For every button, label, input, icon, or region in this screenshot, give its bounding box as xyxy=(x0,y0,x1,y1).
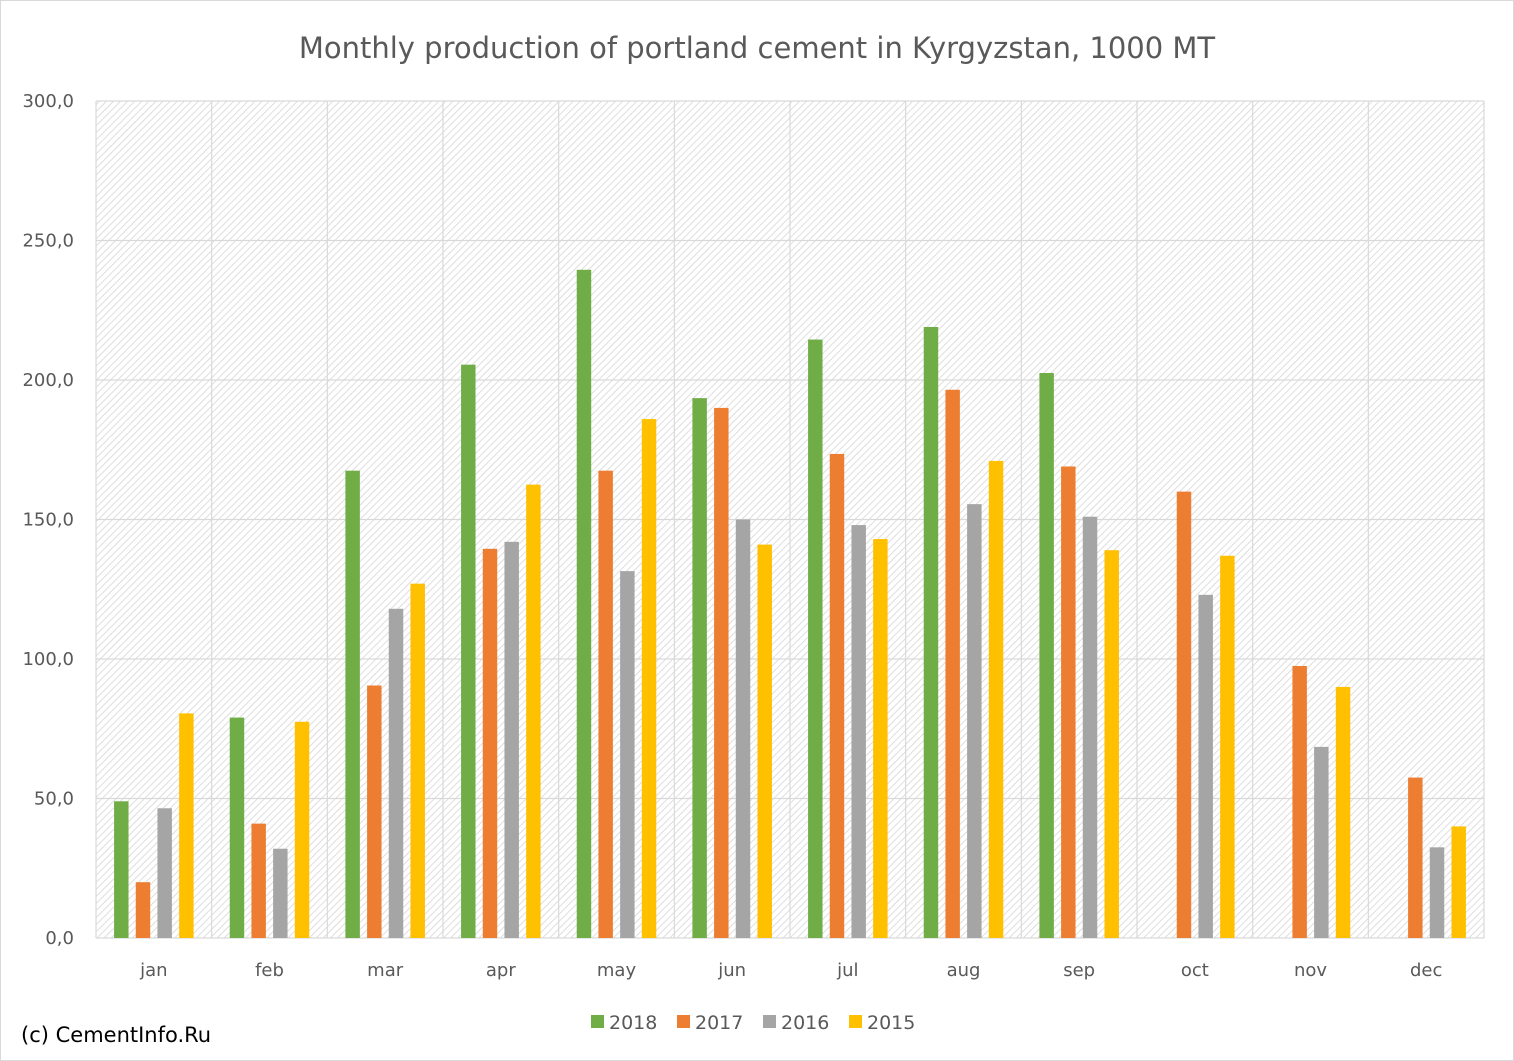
bar-2015-apr xyxy=(526,484,541,938)
bar-2016-sep xyxy=(1082,516,1098,938)
bar-2015-jul xyxy=(873,539,888,938)
bar-2017-jan xyxy=(135,882,151,938)
bar-2016-apr xyxy=(504,541,519,938)
legend-swatch xyxy=(763,1015,776,1028)
legend-label: 2015 xyxy=(867,1012,915,1034)
bar-2015-sep xyxy=(1104,550,1119,938)
legend-label: 2016 xyxy=(781,1012,829,1034)
bar-2015-jun xyxy=(757,544,772,938)
x-tick-label: mar xyxy=(367,960,404,981)
bar-2016-jan xyxy=(157,808,172,938)
bar-2017-nov xyxy=(1292,665,1307,938)
bar-2016-dec xyxy=(1429,847,1445,938)
bar-2017-feb xyxy=(251,823,266,938)
bar-2016-nov xyxy=(1314,746,1329,938)
x-tick-label: dec xyxy=(1410,960,1442,981)
bar-2018-sep xyxy=(1039,373,1054,938)
legend-label: 2017 xyxy=(695,1012,743,1034)
bar-2018-apr xyxy=(461,364,476,938)
x-axis: jan feb mar apr may jun jul aug sep oct nov dec xyxy=(139,960,1442,981)
bar-2015-mar xyxy=(410,583,425,938)
bar-2018-jul xyxy=(808,339,823,938)
bar-2016-feb xyxy=(273,848,288,938)
y-tick-label: 250,0 xyxy=(22,231,74,252)
y-tick-label: 300,0 xyxy=(22,91,74,112)
bar-2018-mar xyxy=(345,470,360,938)
bar-2018-aug xyxy=(923,326,939,938)
x-tick-label: oct xyxy=(1181,960,1209,981)
bar-2018-jan xyxy=(114,801,129,938)
legend-item-2018: 2018 xyxy=(591,1012,657,1034)
x-tick-label: sep xyxy=(1063,960,1095,981)
y-tick-label: 50,0 xyxy=(34,789,74,810)
x-tick-label: jan xyxy=(139,960,167,981)
legend: 2018 2017 2016 2015 xyxy=(591,1012,915,1034)
legend-label: 2018 xyxy=(609,1012,657,1034)
bar-2015-may xyxy=(641,419,657,938)
x-tick-label: nov xyxy=(1294,960,1327,981)
bar-2017-apr xyxy=(482,548,498,938)
bar-2015-aug xyxy=(988,460,1004,938)
bar-2017-oct xyxy=(1176,491,1192,938)
y-tick-label: 150,0 xyxy=(22,510,74,531)
y-tick-label: 200,0 xyxy=(22,370,74,391)
bar-2017-aug xyxy=(945,389,960,938)
bar-2018-may xyxy=(576,269,592,938)
bar-2016-aug xyxy=(967,504,982,938)
chart-title: Monthly production of portland cement in… xyxy=(299,31,1216,65)
legend-item-2017: 2017 xyxy=(677,1012,743,1034)
x-tick-label: jun xyxy=(717,960,746,981)
bar-2018-jun xyxy=(692,398,707,938)
legend-item-2015: 2015 xyxy=(849,1012,915,1034)
legend-swatch xyxy=(591,1015,604,1028)
bar-2017-may xyxy=(598,470,613,938)
gridlines xyxy=(95,100,1485,939)
bar-2015-feb xyxy=(294,721,310,938)
bar-2015-oct xyxy=(1220,555,1235,938)
bar-2017-jul xyxy=(829,453,845,938)
x-tick-label: may xyxy=(597,960,637,981)
x-tick-label: aug xyxy=(947,960,981,981)
x-tick-label: jul xyxy=(836,960,858,981)
legend-swatch xyxy=(849,1015,862,1028)
bar-2016-mar xyxy=(388,608,404,938)
bar-2016-jul xyxy=(851,525,866,938)
bar-2016-oct xyxy=(1198,594,1213,938)
bar-2016-jun xyxy=(735,519,751,938)
bar-2017-sep xyxy=(1061,466,1076,938)
credit-text: (c) CementInfo.Ru xyxy=(21,1023,212,1047)
bar-2015-dec xyxy=(1451,826,1466,938)
y-axis: 0,0 50,0 100,0 150,0 200,0 250,0 300,0 xyxy=(22,91,74,949)
bars xyxy=(114,269,1466,938)
x-tick-label: apr xyxy=(486,960,516,981)
legend-item-2016: 2016 xyxy=(763,1012,829,1034)
bar-2017-jun xyxy=(714,407,729,938)
bar-2018-feb xyxy=(229,717,245,938)
bar-2016-may xyxy=(620,571,635,938)
y-tick-label: 0,0 xyxy=(45,928,74,949)
bar-2015-jan xyxy=(179,713,194,938)
y-tick-label: 100,0 xyxy=(22,649,74,670)
legend-swatch xyxy=(677,1015,690,1028)
x-tick-label: feb xyxy=(255,960,284,981)
bar-2017-dec xyxy=(1408,777,1423,938)
bar-2015-nov xyxy=(1335,686,1351,938)
bar-2017-mar xyxy=(367,685,382,938)
